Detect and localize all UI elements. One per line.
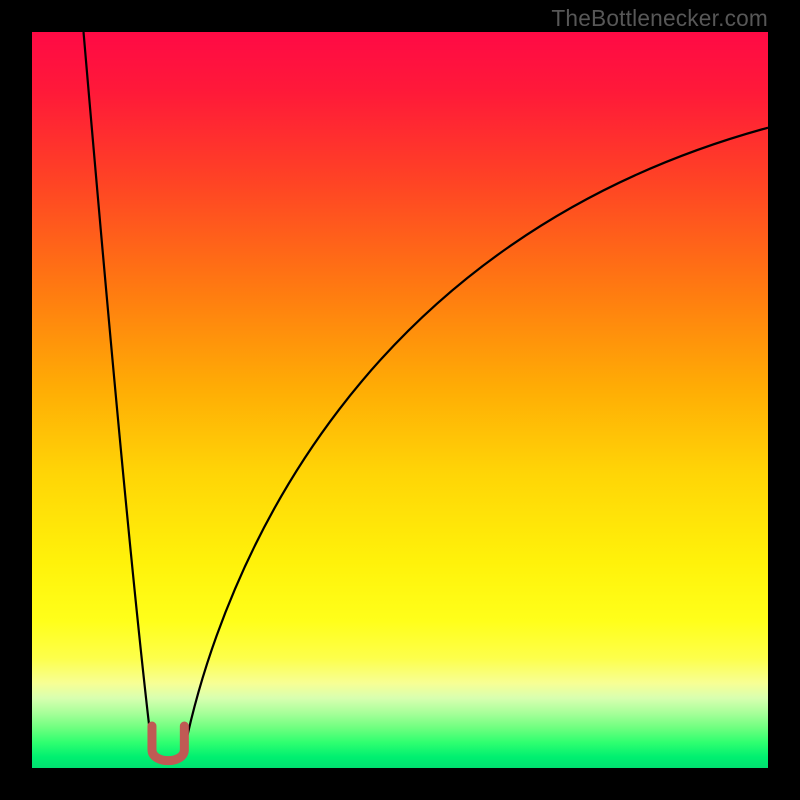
watermark-text: TheBottlenecker.com [551,5,768,32]
bottleneck-curve [84,32,768,761]
chart-container: TheBottlenecker.com [0,0,800,800]
curve-layer [32,32,768,768]
plot-area [32,32,768,768]
valley-marker [152,726,184,761]
